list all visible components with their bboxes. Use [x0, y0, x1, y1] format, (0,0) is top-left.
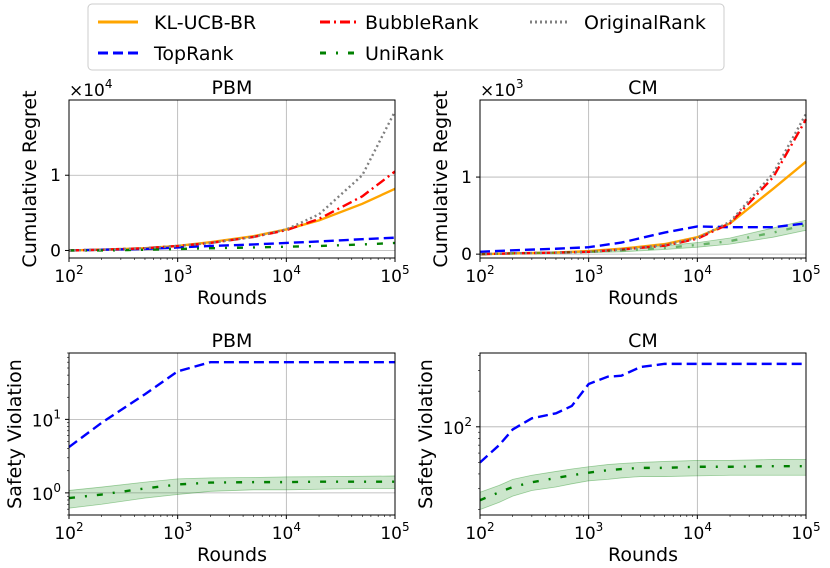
series-bubblerank	[479, 118, 808, 256]
panel-1: 102 103 104 105 0 1 ×104 PBM Rounds Cumulative Re…	[19, 77, 410, 309]
x-tick-label: 104	[683, 520, 712, 544]
x-tick-label: 105	[380, 520, 409, 544]
y-axis-label: Safety Violation	[4, 359, 26, 509]
x-tick-label: 103	[163, 263, 192, 287]
x-tick-label: 105	[380, 263, 409, 287]
panel-3: 102 103 104 105 100 101 PBM Rounds Safety Violat…	[4, 330, 410, 566]
plot-frame	[479, 352, 807, 516]
y-tick-label: 100	[32, 481, 61, 505]
plot-frame	[68, 352, 396, 516]
series-toprank	[479, 362, 806, 464]
x-tick-label: 105	[791, 263, 820, 287]
chart-title: PBM	[212, 77, 253, 99]
legend-label-kl-ucb-br: KL-UCB-BR	[154, 12, 256, 34]
x-tick-label: 102	[54, 520, 83, 544]
x-axis-label: Rounds	[608, 287, 678, 309]
x-tick-label: 102	[465, 263, 494, 287]
band-unirank	[68, 475, 396, 509]
series-kl-ucb-br	[479, 160, 807, 256]
plot-frame	[479, 99, 807, 259]
y-tick-label: 101	[32, 407, 61, 431]
y-multiplier-label: ×104	[69, 77, 113, 101]
x-tick-label: 104	[272, 263, 301, 287]
y-axis-label: Cumulative Regret	[430, 90, 452, 267]
y-axis-label: Cumulative Regret	[19, 90, 41, 267]
y-multiplier-label: ×103	[480, 77, 524, 101]
legend-label-unirank: UniRank	[365, 43, 444, 65]
y-tick-label: 1	[461, 168, 472, 188]
x-tick-label: 102	[54, 263, 83, 287]
x-axis-label: Rounds	[608, 544, 678, 566]
y-tick-label: 102	[443, 415, 472, 439]
x-axis-label: Rounds	[197, 544, 267, 566]
chart-title: CM	[628, 330, 658, 352]
series-toprank	[479, 222, 807, 254]
x-tick-label: 102	[465, 520, 494, 544]
chart-title: PBM	[212, 330, 253, 352]
legend: KL-UCB-BR TopRank BubbleRank UniRank Ori…	[87, 3, 725, 71]
x-tick-label: 104	[272, 520, 301, 544]
legend-label-toprank: TopRank	[153, 43, 234, 65]
x-tick-label: 103	[574, 520, 603, 544]
series-bubblerank	[68, 170, 396, 252]
legend-label-bubblerank: BubbleRank	[365, 12, 479, 34]
x-tick-label: 103	[163, 520, 192, 544]
y-axis-label: Safety Violation	[415, 359, 437, 509]
x-tick-label: 104	[683, 263, 712, 287]
x-tick-label: 105	[791, 520, 820, 544]
y-tick-label: 1	[50, 166, 61, 186]
y-tick-label: 0	[461, 245, 472, 265]
panel-4: 102 103 104 105 102 CM Rounds Safety Violation	[415, 330, 821, 566]
legend-label-originalrank: OriginalRank	[584, 12, 706, 34]
series-toprank	[68, 360, 395, 449]
x-axis-label: Rounds	[197, 287, 267, 309]
series-originalrank	[68, 110, 397, 252]
panel-2: 102 103 104 105 0 1 ×103 CM Rounds Cumulative Reg…	[430, 77, 821, 309]
chart-title: CM	[628, 77, 658, 99]
y-tick-label: 0	[50, 241, 61, 261]
plot-frame	[68, 99, 396, 259]
x-tick-label: 103	[574, 263, 603, 287]
